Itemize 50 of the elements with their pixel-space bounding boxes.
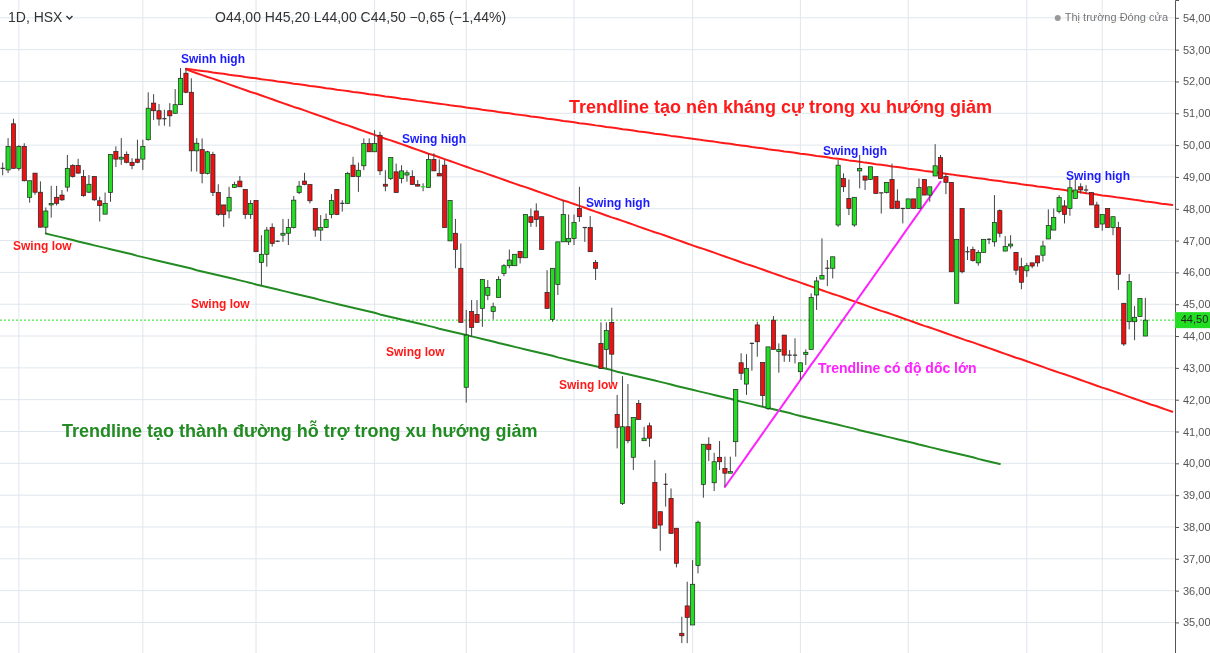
annotation: Swinh high: [181, 52, 245, 67]
y-tick-label: 43,00: [1183, 361, 1210, 374]
candlestick: [593, 259, 599, 281]
annotation: Swing low: [559, 378, 619, 393]
y-tick-label: 50,00: [1183, 139, 1210, 152]
y-tick-label: 47,00: [1183, 234, 1210, 247]
series-label: Trendline tạo nên kháng cự trong xu hướng giảm: [569, 96, 992, 117]
ref-line-label: 44,50: [1180, 313, 1209, 326]
annotation: Swing high: [1066, 169, 1130, 184]
y-tick-label: 39,00: [1183, 489, 1210, 502]
candlestick: [496, 275, 502, 299]
annotation: Swing low: [191, 297, 251, 312]
candlestick: [382, 169, 388, 192]
y-tick-label: 46,00: [1183, 266, 1210, 279]
candlestick: [576, 186, 582, 223]
text: Trendline tạo thành đường hỗ trợ trong xu hướng giảm: [62, 419, 538, 441]
y-tick-label: 42,00: [1183, 393, 1210, 406]
candlestick: [965, 246, 970, 261]
candlestick: [679, 616, 685, 644]
y-tick-label: 54,00: [1183, 11, 1210, 24]
y-tick-label: 45,00: [1183, 298, 1210, 311]
y-tick-label: 37,00: [1183, 552, 1210, 565]
series-label: Trendline có độ dốc lớn: [818, 359, 977, 376]
y-tick-label: 49,00: [1183, 170, 1210, 183]
text: 1D, HSX: [8, 8, 64, 25]
y-tick-label: 41,00: [1183, 425, 1210, 438]
candlestick: [819, 237, 825, 280]
annotation: Swing low: [13, 239, 73, 254]
annotation: Swing high: [402, 132, 466, 147]
y-tick-label: 40,00: [1183, 457, 1210, 470]
y-tick-label: 48,00: [1183, 202, 1210, 215]
annotation: Thị trường Đóng cửa: [1064, 10, 1169, 23]
candlestick: [857, 154, 863, 189]
candlestick: [296, 180, 302, 195]
y-tick-label: 44,00: [1183, 330, 1210, 343]
y-tick-label: 38,00: [1183, 521, 1210, 533]
annotation: Swing high: [823, 144, 887, 159]
candlestick: [814, 276, 820, 311]
annotation: Swing high: [586, 196, 650, 211]
text: O44,00 H45,20 L44,00 C44,50 −0,65 (−1,44%): [215, 8, 507, 25]
candlestick: [754, 321, 760, 358]
y-tick-label: 35,00: [1183, 616, 1210, 629]
candlestick: [1137, 298, 1143, 318]
annotation: Swing low: [386, 345, 446, 360]
y-tick-label: 52,00: [1183, 75, 1210, 88]
y-tick-label: 36,00: [1183, 584, 1210, 597]
y-tick-label: 51,00: [1183, 107, 1210, 120]
candlestick: [1083, 184, 1089, 194]
y-tick-label: 53,00: [1183, 43, 1210, 56]
candlestick: [830, 256, 836, 279]
